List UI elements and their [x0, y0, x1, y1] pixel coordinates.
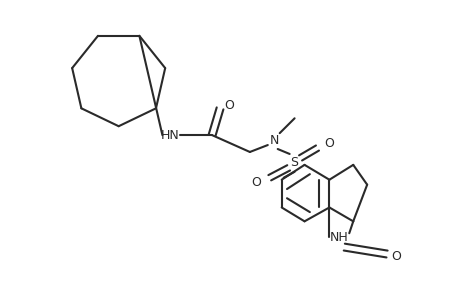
Text: O: O	[390, 250, 400, 263]
Text: O: O	[250, 176, 260, 189]
Text: HN: HN	[161, 129, 179, 142]
Text: NH: NH	[329, 231, 348, 244]
Text: S: S	[290, 156, 298, 170]
Text: O: O	[324, 136, 334, 150]
Text: N: N	[269, 134, 279, 147]
Text: O: O	[224, 99, 234, 112]
